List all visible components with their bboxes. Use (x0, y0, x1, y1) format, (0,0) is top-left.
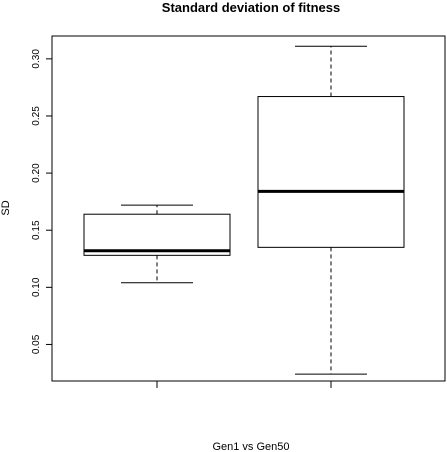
plot-frame (51, 35, 446, 382)
y-tick-label: 0.30 (31, 49, 42, 69)
y-tick-label: 0.20 (31, 163, 42, 183)
y-axis-label: SD (0, 200, 12, 215)
y-tick-label: 0.25 (31, 106, 42, 126)
y-tick-label: 0.10 (31, 277, 42, 297)
x-axis (156, 381, 332, 388)
chart-title: Standard deviation of fitness (162, 0, 340, 15)
box-1 (83, 204, 231, 284)
box-series (83, 45, 405, 375)
iqr-box (83, 213, 231, 256)
y-tick-label: 0.05 (31, 334, 42, 354)
iqr-box (257, 96, 405, 248)
y-tick-label: 0.15 (31, 220, 42, 240)
x-axis-label: Gen1 vs Gen50 (212, 441, 289, 452)
y-axis: 0.05 0.10 0.15 0.20 0.25 0.30 (31, 49, 52, 354)
box-2 (257, 45, 405, 375)
